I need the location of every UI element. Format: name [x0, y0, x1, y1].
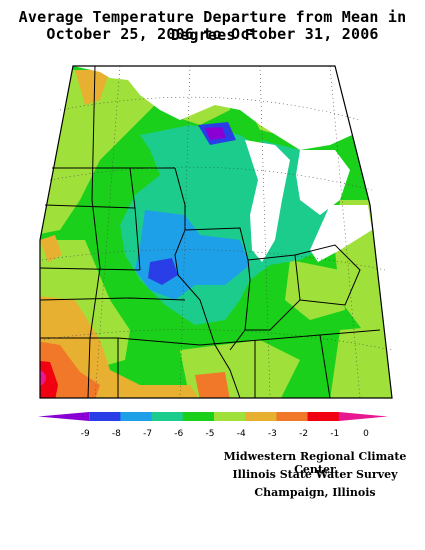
legend-label: -5 [206, 429, 215, 439]
legend-swatch [307, 412, 340, 421]
state-boundaries [39, 65, 381, 399]
legend-label: -1 [330, 429, 339, 439]
legend-swatch [151, 412, 184, 421]
legend-swatch [89, 412, 121, 421]
legend-label: -8 [112, 429, 121, 439]
legend-swatch [245, 412, 277, 421]
credit-survey: Illinois State Water Survey [232, 468, 398, 481]
legend-label: -3 [268, 429, 277, 439]
legend-swatch [338, 412, 388, 421]
map-frame [39, 65, 393, 399]
map-date-range: October 25, 2006 to October 31, 2006 [46, 25, 379, 43]
legend-swatch [182, 412, 215, 421]
legend-label: -7 [143, 429, 152, 439]
graticule [39, 65, 393, 399]
map-title: Average Temperature Departure from Mean … [18, 8, 407, 44]
legend-label: -9 [81, 429, 90, 439]
legend-label: -4 [237, 429, 246, 439]
legend-swatch [276, 412, 309, 421]
unshaded-region [73, 66, 372, 262]
credit-location: Champaign, Illinois [254, 486, 376, 499]
legend-label: -2 [299, 429, 308, 439]
legend-swatch [214, 412, 246, 421]
legend-swatch [120, 412, 153, 421]
legend-label: -6 [174, 429, 183, 439]
credit-center: Midwestern Regional Climate Center [223, 450, 407, 476]
legend-label: 0 [363, 429, 369, 439]
legend-swatch [38, 412, 90, 421]
